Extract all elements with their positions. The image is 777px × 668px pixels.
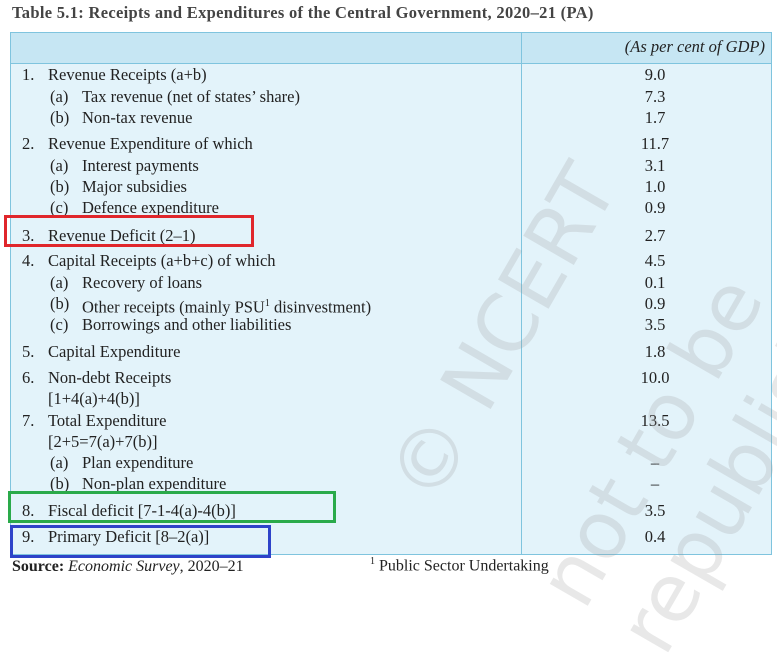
row-value: 3.5 bbox=[644, 501, 666, 520]
row-number: 9. bbox=[22, 527, 35, 546]
row-value: 0.1 bbox=[644, 273, 666, 292]
row-value: 9.0 bbox=[644, 65, 666, 84]
row-label: Revenue Expenditure of which bbox=[48, 134, 253, 154]
row-number: (b) bbox=[50, 474, 70, 493]
row-value: 11.7 bbox=[640, 134, 670, 153]
highlight-box bbox=[10, 525, 271, 558]
superscript: 1 bbox=[264, 298, 270, 309]
row-label-text: Revenue Deficit (2–1) bbox=[48, 226, 196, 245]
row-label-text: Total Expenditure bbox=[48, 411, 167, 430]
row-number: (a) bbox=[50, 273, 69, 292]
row-number: 1. bbox=[22, 65, 35, 84]
footnote-mark: 1 bbox=[370, 556, 375, 567]
row-label-text: Non-tax revenue bbox=[82, 108, 193, 127]
row-value: 2.7 bbox=[644, 226, 666, 245]
source-year: , 2020–21 bbox=[179, 558, 244, 575]
row-value: 0.4 bbox=[644, 527, 666, 546]
row-label: Plan expenditure bbox=[82, 453, 193, 473]
row-label: Fiscal deficit [7-1-4(a)-4(b)] bbox=[48, 501, 236, 521]
row-label-text: Capital Expenditure bbox=[48, 342, 181, 361]
row-label: Non-plan expenditure bbox=[82, 474, 226, 494]
row-label-text: Recovery of loans bbox=[82, 273, 203, 292]
row-value: – bbox=[650, 474, 660, 493]
row-number: 7. bbox=[22, 411, 35, 430]
row-label: Other receipts (mainly PSU1 disinvestmen… bbox=[82, 294, 371, 318]
row-number: (a) bbox=[50, 87, 69, 106]
row-number: (a) bbox=[50, 453, 69, 472]
row-number: 2. bbox=[22, 134, 35, 153]
row-label-text: Defence expenditure bbox=[82, 198, 219, 217]
row-value: 4.5 bbox=[644, 251, 666, 270]
row-label: Tax revenue (net of states’ share) bbox=[82, 87, 300, 107]
row-value: 10.0 bbox=[640, 368, 670, 387]
highlight-box bbox=[4, 215, 254, 247]
row-number: (b) bbox=[50, 108, 70, 127]
row-label: Interest payments bbox=[82, 156, 199, 176]
row-label: Primary Deficit [8–2(a)] bbox=[48, 527, 209, 547]
row-label-text: Major subsidies bbox=[82, 177, 187, 196]
row-label: Revenue Deficit (2–1) bbox=[48, 226, 196, 246]
row-label-text: Capital Receipts (a+b+c) of which bbox=[48, 251, 276, 270]
row-value: 0.9 bbox=[644, 294, 666, 313]
row-number: 6. bbox=[22, 368, 35, 387]
source: Source: Economic Survey, 2020–21 bbox=[12, 558, 244, 576]
row-number: (b) bbox=[50, 177, 70, 196]
row-label: Borrowings and other liabilities bbox=[82, 315, 291, 335]
row-label-text: Borrowings and other liabilities bbox=[82, 315, 292, 334]
highlight-box bbox=[8, 491, 336, 523]
row-label-text: Interest payments bbox=[82, 156, 199, 175]
row-label: Capital Receipts (a+b+c) of which bbox=[48, 251, 276, 271]
row-value: 1.0 bbox=[644, 177, 666, 196]
row-label-text: Non-debt Receipts bbox=[48, 368, 172, 387]
row-number: (b) bbox=[50, 294, 70, 313]
row-label: Revenue Receipts (a+b) bbox=[48, 65, 207, 85]
footnote-text: Public Sector Undertaking bbox=[379, 557, 549, 575]
row-label-text: Other receipts (mainly PSU bbox=[82, 297, 265, 317]
row-number: 4. bbox=[22, 251, 35, 270]
row-value: – bbox=[650, 453, 660, 472]
source-label: Source: bbox=[12, 558, 65, 575]
table-title: Table 5.1: Receipts and Expenditures of … bbox=[12, 3, 594, 22]
footnote: 1 Public Sector Undertaking bbox=[370, 556, 549, 575]
row-value: 1.7 bbox=[644, 108, 666, 127]
row-label-text: Non-plan expenditure bbox=[82, 474, 227, 493]
row-label: Non-debt Receipts bbox=[48, 368, 171, 388]
row-value: 0.9 bbox=[644, 198, 666, 217]
row-label-text: Revenue Expenditure of which bbox=[48, 134, 253, 153]
row-label-text: Primary Deficit [8–2(a)] bbox=[48, 527, 210, 546]
row-label: Non-tax revenue bbox=[82, 108, 192, 128]
row-number: 3. bbox=[22, 226, 35, 245]
header-row bbox=[11, 33, 771, 64]
column-divider bbox=[521, 33, 522, 554]
row-label-line2: [2+5=7(a)+7(b)] bbox=[48, 432, 158, 451]
row-value: 1.8 bbox=[644, 342, 666, 361]
row-value: 3.5 bbox=[644, 315, 666, 334]
row-label-text: Plan expenditure bbox=[82, 453, 194, 472]
row-label-text: Tax revenue (net of states’ share) bbox=[82, 87, 300, 106]
row-label: Total Expenditure bbox=[48, 411, 166, 431]
row-value: 7.3 bbox=[644, 87, 666, 106]
row-number: (c) bbox=[50, 315, 69, 334]
row-value: 3.1 bbox=[644, 156, 666, 175]
row-number: 8. bbox=[22, 501, 35, 520]
table: (As per cent of GDP) bbox=[10, 32, 772, 555]
row-label: Major subsidies bbox=[82, 177, 187, 197]
row-label-text: Fiscal deficit [7-1-4(a)-4(b)] bbox=[48, 501, 236, 520]
row-label: Capital Expenditure bbox=[48, 342, 180, 362]
source-publication: Economic Survey bbox=[68, 558, 180, 575]
row-label: Recovery of loans bbox=[82, 273, 202, 293]
row-number: (c) bbox=[50, 198, 69, 217]
row-number: 5. bbox=[22, 342, 35, 361]
row-value: 13.5 bbox=[640, 411, 670, 430]
row-number: (a) bbox=[50, 156, 69, 175]
row-label-text: disinvestment) bbox=[269, 297, 372, 317]
header-cell: (As per cent of GDP) bbox=[624, 37, 765, 56]
row-label-text: Revenue Receipts (a+b) bbox=[48, 65, 207, 84]
row-label-line2: [1+4(a)+4(b)] bbox=[48, 389, 140, 408]
row-label: Defence expenditure bbox=[82, 198, 219, 218]
page: Table 5.1: Receipts and Expenditures of … bbox=[4, 3, 777, 668]
